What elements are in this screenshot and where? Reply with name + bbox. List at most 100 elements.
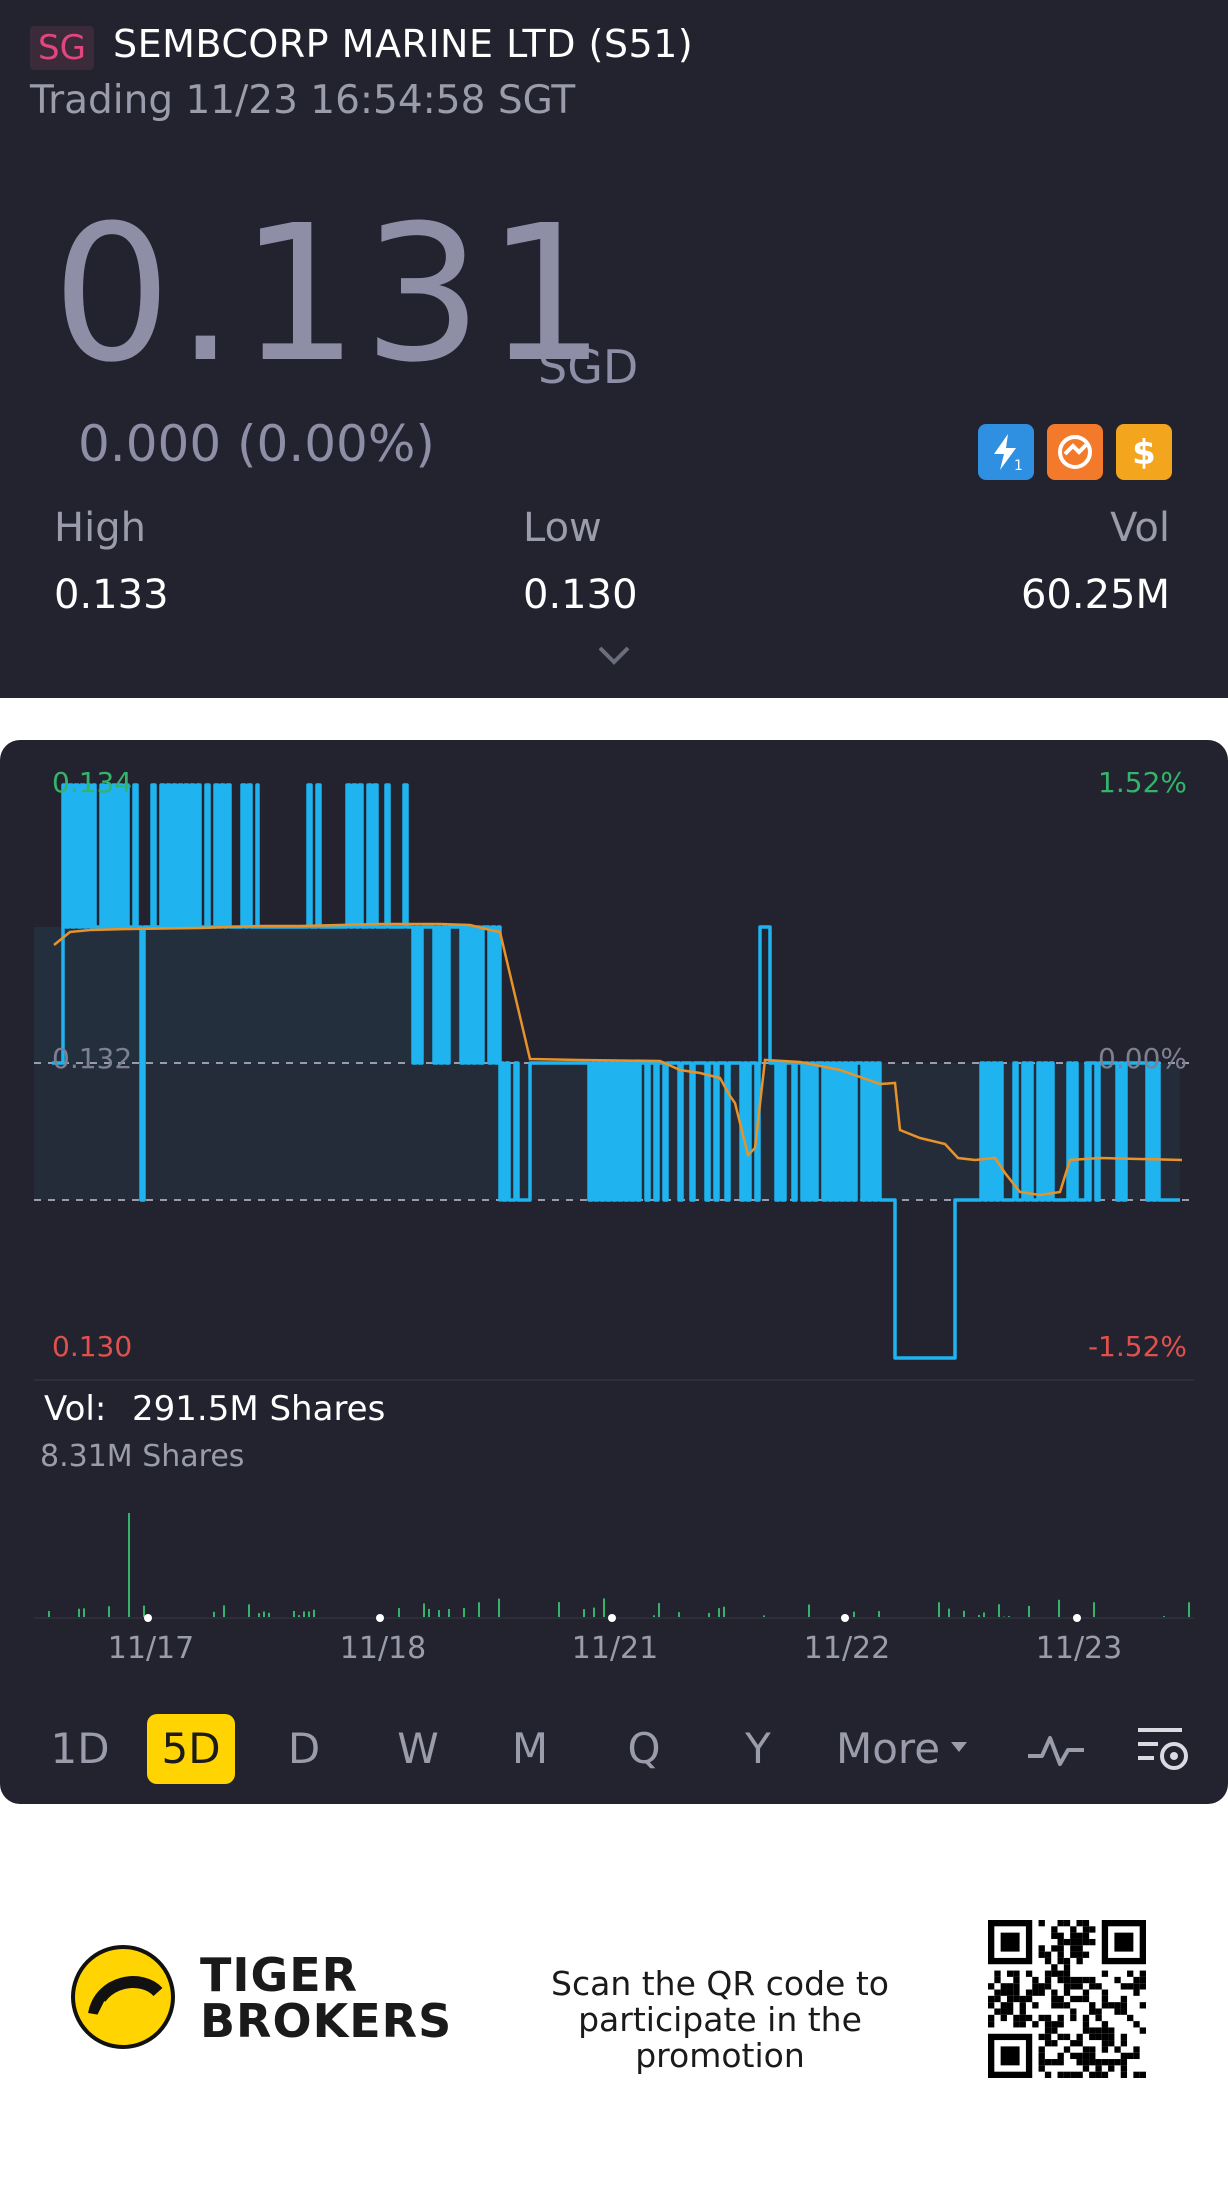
- market-badge: SG: [30, 26, 94, 70]
- volume-bar: [593, 1607, 595, 1618]
- volume-bar: [763, 1615, 765, 1618]
- volume-max: 8.31M Shares: [40, 1439, 244, 1474]
- volume-bar: [143, 1605, 145, 1618]
- volume-bar: [438, 1610, 440, 1618]
- tab-d[interactable]: D: [287, 1724, 321, 1773]
- volume-bar: [263, 1611, 265, 1618]
- promo-text: Scan the QR code to participate in the p…: [490, 1966, 950, 2074]
- x-label: 11/21: [572, 1631, 658, 1666]
- tiger-logo-icon: [71, 1945, 175, 2049]
- volume-bar: [258, 1613, 260, 1618]
- volume-total: 291.5M Shares: [132, 1389, 385, 1429]
- volume-bar: [938, 1602, 940, 1618]
- day-separator-dot: [376, 1614, 384, 1622]
- volume-bar: [878, 1611, 880, 1618]
- volume-bar: [128, 1513, 130, 1618]
- tab-w[interactable]: W: [397, 1724, 439, 1773]
- volume-bar: [708, 1612, 710, 1618]
- volume-bar: [723, 1606, 725, 1618]
- volume-bar: [268, 1612, 270, 1618]
- high-label: High: [54, 505, 146, 551]
- volume-bar: [678, 1612, 680, 1618]
- low-value: 0.130: [523, 572, 638, 618]
- vol-label: Vol: [1110, 505, 1170, 551]
- tab-5d[interactable]: 5D: [147, 1714, 235, 1784]
- brand-line-2: BROKERS: [200, 1994, 453, 2048]
- quote-header: SG SEMBCORP MARINE LTD (S51) Trading 11/…: [0, 0, 1228, 698]
- svg-text:1: 1: [1014, 458, 1023, 474]
- tab-q[interactable]: Q: [627, 1724, 661, 1773]
- volume-bar: [48, 1610, 50, 1618]
- volume-bar: [78, 1608, 80, 1618]
- price-change: 0.000 (0.00%): [78, 415, 435, 473]
- y-label-mid: 0.132: [52, 1042, 132, 1075]
- x-label: 11/23: [1036, 1631, 1122, 1666]
- volume-bar: [313, 1609, 315, 1618]
- x-label: 11/22: [804, 1631, 890, 1666]
- intraday-chart[interactable]: 0.134 0.132 0.130 1.52% 0.00% -1.52% Vol…: [0, 740, 1228, 1804]
- tab-y[interactable]: Y: [745, 1724, 771, 1773]
- volume-bar: [963, 1610, 965, 1618]
- volume-bar: [448, 1608, 450, 1618]
- currency: SGD: [538, 340, 639, 394]
- x-label: 11/18: [340, 1631, 426, 1666]
- volume-bar: [603, 1598, 605, 1618]
- brand-line-1: TIGER: [200, 1948, 359, 2002]
- day-separator-dot: [608, 1614, 616, 1622]
- chart-settings-icon[interactable]: [1134, 1722, 1192, 1776]
- pct-label-mid: 0.00%: [1098, 1042, 1187, 1075]
- volume-bar: [658, 1603, 660, 1618]
- volume-bar: [398, 1608, 400, 1618]
- volume-bar: [108, 1606, 110, 1618]
- volume-bar: [1058, 1599, 1060, 1618]
- pct-label-top: 1.52%: [1098, 766, 1187, 799]
- volume-bar: [978, 1615, 980, 1618]
- brand-name: TIGER BROKERS: [200, 1952, 452, 2044]
- high-value: 0.133: [54, 572, 169, 618]
- day-separator-dot: [144, 1614, 152, 1622]
- volume-bar: [998, 1604, 1000, 1618]
- volume-bar: [1188, 1602, 1190, 1618]
- tab-m[interactable]: M: [511, 1724, 549, 1773]
- volume-bar: [298, 1615, 300, 1618]
- volume-bar: [248, 1604, 250, 1618]
- volume-bar: [213, 1611, 215, 1618]
- indicator-icon[interactable]: [1024, 1728, 1088, 1772]
- qr-code-icon[interactable]: [988, 1920, 1146, 2078]
- svg-text:$: $: [1132, 433, 1156, 473]
- volume-bar: [808, 1604, 810, 1618]
- low-label: Low: [523, 505, 602, 551]
- swap-icon[interactable]: [1047, 424, 1103, 480]
- volume-bar: [83, 1608, 85, 1618]
- volume-bar: [303, 1611, 305, 1618]
- volume-bar: [718, 1608, 720, 1618]
- caret-down-icon[interactable]: [949, 1740, 969, 1754]
- chart-panel[interactable]: 0.134 0.132 0.130 1.52% 0.00% -1.52% Vol…: [0, 740, 1228, 1804]
- volume-bar: [853, 1611, 855, 1618]
- volume-bar: [223, 1605, 225, 1618]
- volume-bar: [583, 1609, 585, 1618]
- promo-line-1: Scan the QR code to: [551, 1964, 889, 2003]
- volume-bar: [423, 1603, 425, 1618]
- volume-bar: [463, 1608, 465, 1618]
- volume-bar: [293, 1610, 295, 1618]
- day-separator-dot: [841, 1614, 849, 1622]
- pct-label-bottom: -1.52%: [1088, 1330, 1187, 1363]
- volume-bar: [1028, 1605, 1030, 1618]
- promo-line-2: participate in the promotion: [578, 2000, 862, 2075]
- average-line: [53, 922, 1183, 1197]
- volume-bar: [478, 1602, 480, 1618]
- volume-bars: [34, 1513, 1194, 1619]
- lightning-icon[interactable]: 1: [978, 424, 1034, 480]
- volume-bar: [653, 1615, 655, 1618]
- chevron-down-icon[interactable]: [594, 640, 634, 670]
- volume-label: Vol:: [44, 1389, 106, 1429]
- dollar-icon[interactable]: $: [1116, 424, 1172, 480]
- x-label: 11/17: [108, 1631, 194, 1666]
- day-separator-dot: [1073, 1614, 1081, 1622]
- vol-value: 60.25M: [1020, 572, 1170, 618]
- y-label-top: 0.134: [52, 766, 132, 799]
- tab-more[interactable]: More: [836, 1724, 941, 1773]
- tab-1d[interactable]: 1D: [50, 1724, 110, 1773]
- trade-status: Trading 11/23 16:54:58 SGT: [30, 78, 576, 123]
